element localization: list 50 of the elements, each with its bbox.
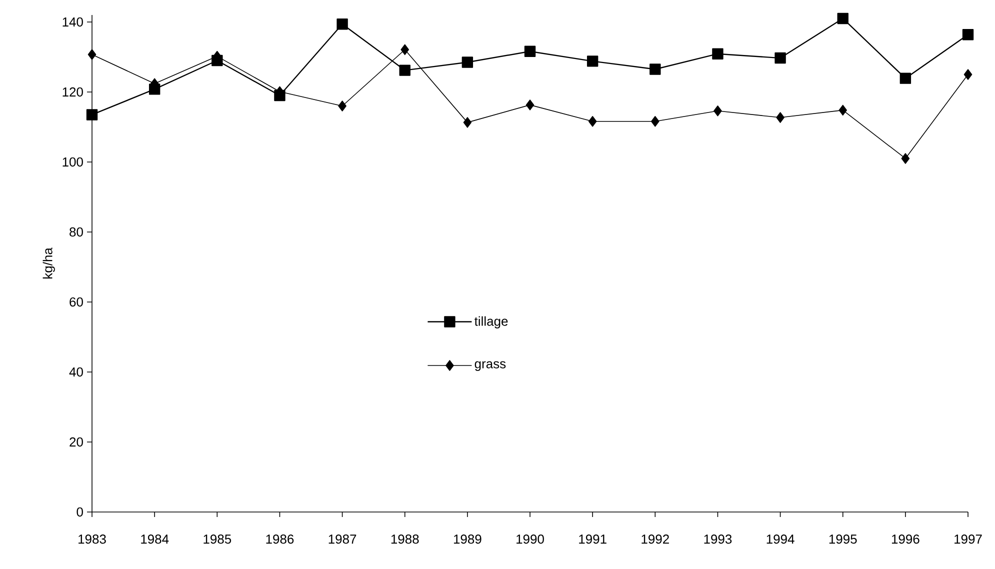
y-axis-title: kg/ha: [42, 248, 55, 279]
x-tick-label: 1988: [391, 534, 419, 544]
x-tick-label: 1995: [829, 534, 857, 544]
point: [964, 69, 972, 80]
x-tick-label: 1994: [766, 534, 794, 544]
legend-label: grass: [474, 361, 506, 371]
point: [338, 100, 346, 112]
legend-label: tillage: [474, 316, 508, 328]
point: [336, 18, 348, 30]
x-tick-label: 1986: [266, 534, 294, 544]
point: [400, 44, 410, 56]
x-tick-label: 1991: [579, 534, 606, 544]
point: [901, 153, 910, 164]
point: [837, 12, 848, 24]
point: [838, 104, 848, 116]
point: [650, 64, 661, 75]
y-tick-label: 20: [70, 437, 83, 447]
y-tick-label: 80: [70, 227, 83, 237]
point: [962, 28, 974, 40]
y-tick-label: 0: [76, 507, 83, 517]
point: [463, 117, 472, 128]
point: [526, 100, 534, 110]
x-tick-label: 1996: [892, 534, 920, 544]
point: [524, 46, 536, 57]
x-tick-label: 1983: [78, 534, 106, 544]
y-tick-label: 60: [70, 297, 83, 307]
point: [86, 109, 98, 120]
x-tick-label: 1989: [454, 534, 482, 544]
point: [776, 112, 784, 123]
x-tick-label: 1987: [328, 534, 356, 544]
x-tick-label: 1984: [141, 534, 169, 544]
point: [88, 49, 96, 60]
x-tick-label: 1993: [704, 534, 732, 544]
point: [462, 56, 474, 68]
x-tick-label: 1985: [204, 534, 232, 544]
point: [774, 52, 786, 64]
x-tick-label: 1997: [954, 534, 982, 544]
point: [714, 105, 722, 116]
x-tick-label: 1990: [516, 534, 544, 544]
point: [900, 72, 912, 84]
y-tick-label: 120: [62, 87, 83, 97]
y-tick-label: 40: [69, 367, 83, 377]
y-tick-label: 140: [62, 17, 83, 27]
point: [588, 116, 597, 127]
x-tick-label: 1992: [642, 534, 669, 544]
point: [712, 48, 724, 60]
point: [651, 116, 660, 127]
y-tick-label: 100: [62, 157, 83, 167]
point: [399, 64, 410, 76]
point: [586, 56, 598, 67]
